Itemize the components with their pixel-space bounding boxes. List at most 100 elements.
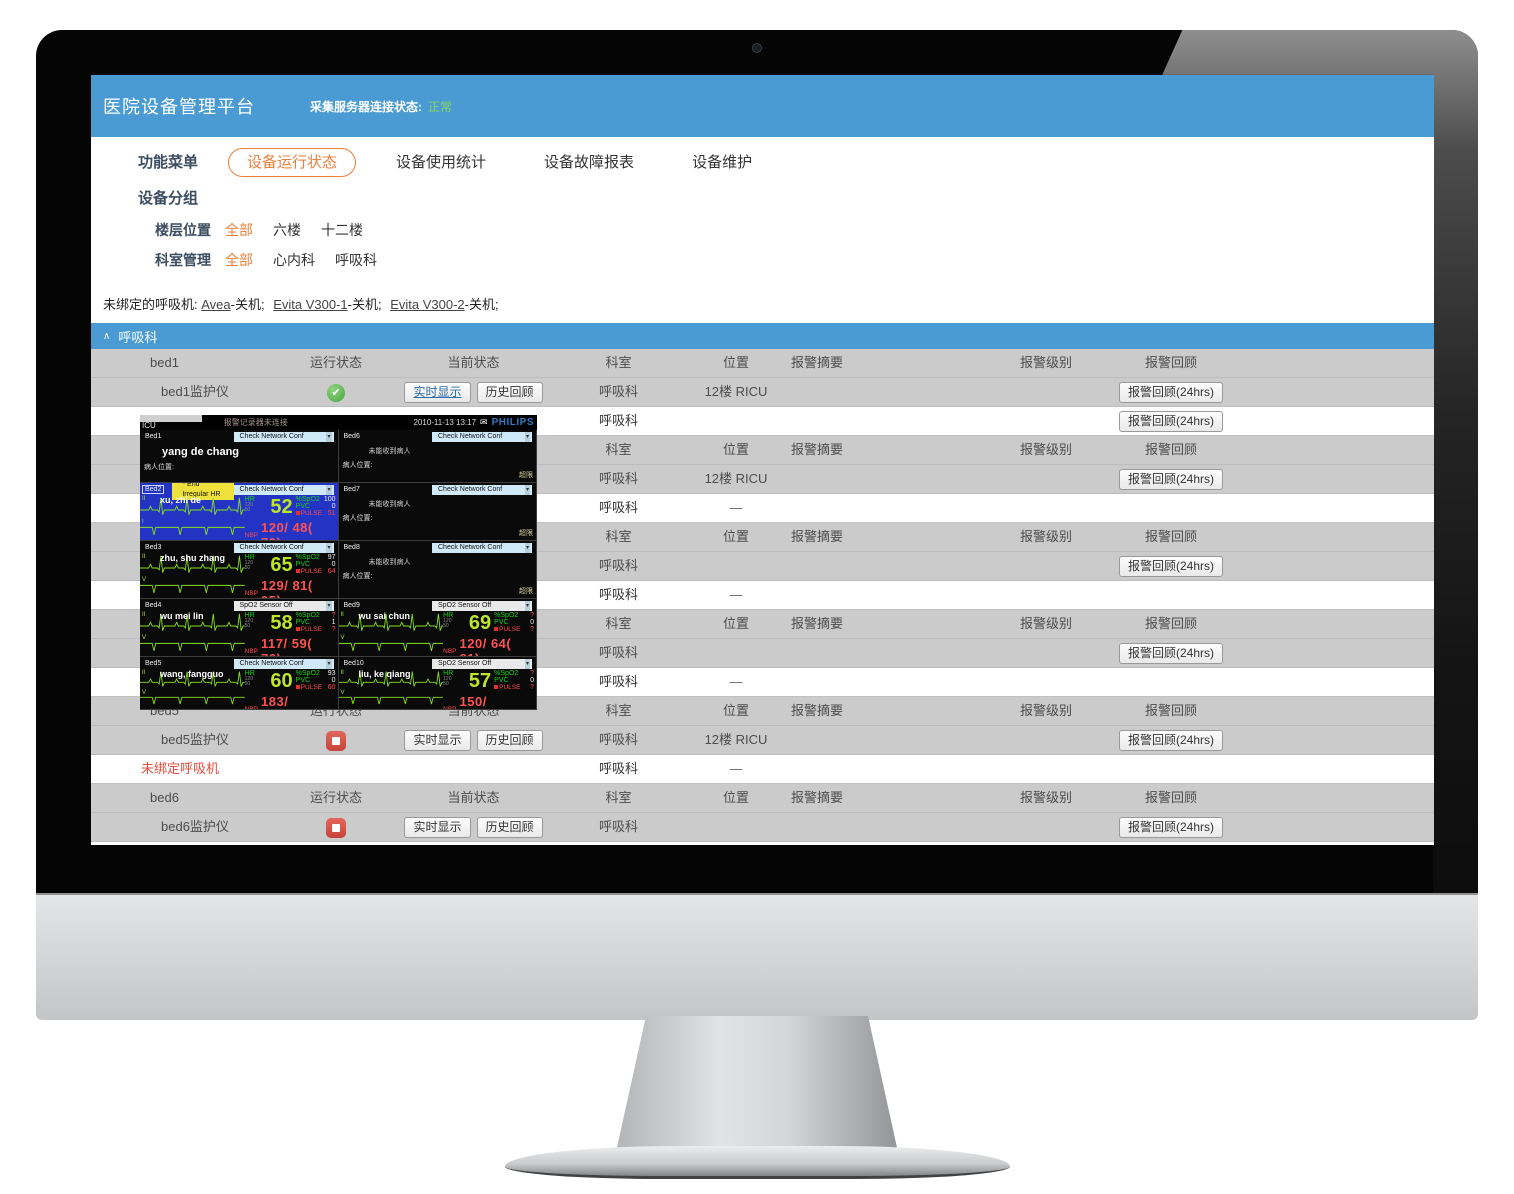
alarm-level-cell xyxy=(991,726,1101,754)
status-stopped-icon xyxy=(326,817,346,838)
monitor-bed-cell: Bed8 Check Network Conf ▾ 未能收到病人 病人位置: 超限 xyxy=(338,541,537,599)
nbp-value: 150/ 82(101) xyxy=(459,694,487,709)
department-cell: 呼吸科 xyxy=(598,500,638,515)
bed-alarm-dropdown[interactable]: Check Network Conf ▾ xyxy=(432,542,532,553)
location-cell xyxy=(681,639,791,667)
chevron-down-icon: ▾ xyxy=(524,658,530,669)
run-status-cell: ✔ xyxy=(281,378,391,406)
vent-name-link[interactable]: Evita V300-2 xyxy=(390,297,465,312)
bed-alarm-dropdown[interactable]: Check Network Conf ▾ xyxy=(432,431,532,442)
bed-label: Bed9 xyxy=(343,602,360,609)
ecg-waveform xyxy=(338,696,444,705)
nav-tab[interactable]: 设备故障报表 xyxy=(544,153,635,171)
spo2-value: ? xyxy=(530,670,534,677)
bed-label: Bed8 xyxy=(343,544,360,551)
hr-value: 60 xyxy=(270,670,293,692)
bed-alarm-dropdown[interactable]: Check Network Conf ▾ xyxy=(233,658,334,669)
ecg-waveform xyxy=(140,671,245,687)
alarm-review-button[interactable]: 报警回顾(24hrs) xyxy=(1118,556,1223,577)
pulse-value: 64 xyxy=(327,568,336,575)
history-review-button[interactable]: 历史回顾 xyxy=(476,817,543,838)
bed-label: Bed5 xyxy=(145,660,162,667)
ventilator-row: 未绑定呼吸机 呼吸科 — xyxy=(91,755,1434,784)
vent-name-link[interactable]: Evita V300-1 xyxy=(273,297,348,312)
bed-alarm-dropdown[interactable]: SpO2 Sensor Off ▾ xyxy=(432,658,532,669)
dropdown-value: Check Network Conf xyxy=(239,659,304,667)
col-department: 科室 xyxy=(605,529,632,544)
corner-flag: 超限 xyxy=(519,530,533,537)
pvc-label: PVC xyxy=(295,503,311,510)
monitor-bed-cell: Bed10 SpO2 Sensor Off ▾ liu, ke qiang II … xyxy=(338,657,537,710)
bed-alarm-dropdown[interactable]: Check Network Conf ▾ xyxy=(233,431,334,442)
lead-label: V xyxy=(340,634,345,641)
bed-alarm-dropdown[interactable]: Check Network Conf ▾ xyxy=(233,484,334,495)
alarm-review-button[interactable]: 报警回顾(24hrs) xyxy=(1118,469,1223,490)
vent-name-link[interactable]: Avea xyxy=(201,297,231,312)
bed-alarm-dropdown[interactable]: SpO2 Sensor Off ▾ xyxy=(432,600,532,611)
alarm-off-icon xyxy=(295,569,300,573)
filter-label: 科室管理 xyxy=(155,252,211,268)
col-department: 科室 xyxy=(605,616,632,631)
patient-name: yang de chang xyxy=(162,446,240,458)
filter-option[interactable]: 六楼 xyxy=(273,222,301,238)
nav-tab[interactable]: 设备维护 xyxy=(692,153,753,171)
alarm-level-cell xyxy=(991,639,1101,667)
patient-name: zhu, shu zhang xyxy=(160,553,225,563)
collapse-caret-icon: ∧ xyxy=(103,330,111,342)
history-review-button[interactable]: 历史回顾 xyxy=(476,382,543,403)
dropdown-value: Check Network Conf xyxy=(239,432,304,440)
section-bar-respiratory[interactable]: ∧ 呼吸科 xyxy=(91,323,1434,349)
vitals-panel: HR 120 50 69 %SpO2? PVC 0 PULSE? NBP 120/ … xyxy=(443,611,536,656)
alarm-review-cell: 报警回顾(24hrs) xyxy=(1101,639,1241,667)
alarm-review-cell: 报警回顾(24hrs) xyxy=(1101,813,1241,841)
filter-option[interactable]: 呼吸科 xyxy=(335,252,377,268)
pvc-value: 0 xyxy=(530,619,534,626)
patient-location-label: 病人位置: xyxy=(144,464,174,471)
alarm-review-button[interactable]: 报警回顾(24hrs) xyxy=(1118,382,1223,403)
monitor-stand-base xyxy=(505,1146,1010,1179)
location-cell xyxy=(681,407,791,435)
hr-high-limit: 120 xyxy=(244,502,253,508)
chevron-down-icon: ▾ xyxy=(326,658,332,669)
hr-value: 58 xyxy=(270,612,293,634)
unbound-prefix: 未绑定的呼吸机: xyxy=(103,297,202,312)
alarm-review-button[interactable]: 报警回顾(24hrs) xyxy=(1118,643,1223,664)
nbp-value: 120/ 48( 70) xyxy=(261,520,313,540)
pvc-value: 0 xyxy=(530,677,534,684)
filter-label: 楼层位置 xyxy=(155,222,211,238)
col-alarm-summary: 报警摘要 xyxy=(791,355,844,370)
section-title: 呼吸科 xyxy=(118,329,158,345)
alarm-review-button[interactable]: 报警回顾(24hrs) xyxy=(1118,730,1223,751)
bed-alarm-dropdown[interactable]: Check Network Conf ▾ xyxy=(233,542,334,553)
bed-label: Bed10 xyxy=(343,660,364,667)
monitor-bed-cell: Bed2 * End Irregular HR Check Network Co… xyxy=(140,483,339,541)
col-alarm-review: 报警回顾 xyxy=(1144,529,1197,544)
bed-alarm-dropdown[interactable]: SpO2 Sensor Off ▾ xyxy=(233,600,334,611)
pulse-label: PULSE xyxy=(295,684,322,691)
realtime-display-button[interactable]: 实时显示 xyxy=(404,730,471,751)
waveform-area: wu sai chun II V xyxy=(338,611,444,656)
philips-logo: PHILIPS xyxy=(491,417,534,428)
nav-tab[interactable]: 设备运行状态 xyxy=(228,147,357,177)
nav-tab[interactable]: 设备使用统计 xyxy=(396,153,487,171)
pvc-label: PVC xyxy=(295,677,311,684)
col-alarm-level: 报警级别 xyxy=(1019,703,1072,718)
history-review-button[interactable]: 历史回顾 xyxy=(476,730,543,751)
alarm-review-button[interactable]: 报警回顾(24hrs) xyxy=(1118,411,1223,432)
bed-header-row: bed1 运行状态 当前状态 科室 位置 报警摘要 报警级别 报警回顾 xyxy=(91,349,1434,378)
filter-option[interactable]: 十二楼 xyxy=(321,222,363,238)
vitals-panel: HR 120 50 60 %SpO2 93 PVC 0 PULSE 60 NBP 183… xyxy=(245,669,338,709)
filter-option[interactable]: 心内科 xyxy=(273,252,315,268)
realtime-display-button[interactable]: 实时显示 xyxy=(404,382,471,403)
realtime-display-button[interactable]: 实时显示 xyxy=(404,817,471,838)
bed-alarm-dropdown[interactable]: Check Network Conf ▾ xyxy=(432,484,532,495)
filter-option[interactable]: 全部 xyxy=(225,252,253,268)
nbp-label: NBP xyxy=(244,705,259,710)
monitor-bed-cell: Bed6 Check Network Conf ▾ 未能收到病人 病人位置: 超限 xyxy=(338,430,537,483)
alarm-review-button[interactable]: 报警回顾(24hrs) xyxy=(1118,817,1223,838)
pulse-label: PULSE xyxy=(295,510,322,517)
ecg-waveform xyxy=(140,613,245,631)
col-alarm-summary: 报警摘要 xyxy=(791,529,844,544)
monitor-statusbar: ICU 报警记录器未连接 2010-11-13 13:17 ✉ PHILIPS xyxy=(140,415,537,430)
filter-option[interactable]: 全部 xyxy=(225,222,253,238)
